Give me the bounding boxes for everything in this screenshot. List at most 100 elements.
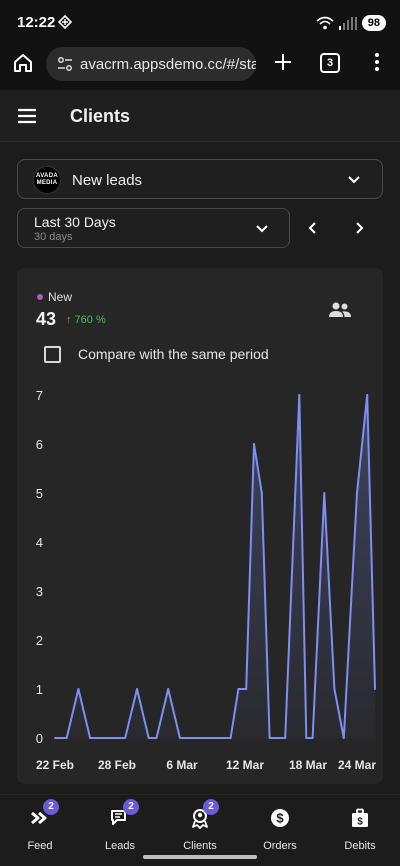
y-tick-label: 1 <box>36 682 43 697</box>
data-point <box>77 688 80 690</box>
new-count: 43 <box>36 309 57 329</box>
bottom-navigation: 2 Feed 2 Leads 2 Clients $ Orders $ Debi <box>0 794 400 866</box>
leads-badge: 2 <box>123 799 139 815</box>
series-line <box>55 394 376 739</box>
data-point <box>54 737 56 739</box>
data-point <box>155 737 158 739</box>
data-point <box>311 737 314 739</box>
chevron-down-icon <box>348 176 360 184</box>
data-point <box>147 737 150 739</box>
next-period-icon[interactable] <box>351 220 367 236</box>
app-header: Clients <box>0 90 400 142</box>
data-point <box>356 492 358 494</box>
nav-item-label: Feed <box>27 840 53 852</box>
source-select-label: New leads <box>72 172 143 189</box>
status-bar: 12:22 98 <box>0 0 400 46</box>
nav-item-leads[interactable]: 2 Leads <box>85 799 155 852</box>
data-point <box>65 737 68 739</box>
series-area <box>55 395 375 738</box>
y-tick-label: 5 <box>36 486 43 501</box>
nav-item-label: Debits <box>344 840 376 852</box>
x-tick-label: 6 Mar <box>166 758 198 772</box>
y-tick-label: 7 <box>36 388 43 403</box>
nav-item-label: Leads <box>105 840 135 852</box>
x-tick-label: 12 Mar <box>226 758 264 772</box>
x-tick-label: 28 Feb <box>98 758 136 772</box>
home-indicator <box>143 855 257 859</box>
data-point <box>229 737 232 739</box>
compare-label: Compare with the same period <box>78 346 269 362</box>
url-text: avacrm.appsdemo.cc/#/sta <box>80 55 256 73</box>
data-point <box>374 688 376 690</box>
clients-icon <box>192 809 208 829</box>
y-tick-label: 6 <box>36 437 43 452</box>
trend-percentage: ↑ 760 % <box>66 314 106 326</box>
debits-icon: $ <box>352 808 368 828</box>
nav-item-label: Orders <box>263 840 297 852</box>
nav-item-label: Clients <box>183 840 217 852</box>
wifi-icon <box>316 16 334 30</box>
app-notification-icon <box>58 15 72 29</box>
new-tab-icon[interactable] <box>272 51 294 73</box>
page-title: Clients <box>70 106 131 126</box>
data-point <box>323 492 326 494</box>
period-select-label: Last 30 Days <box>34 214 116 230</box>
site-settings-icon[interactable] <box>56 55 74 73</box>
data-point <box>167 688 170 690</box>
data-point <box>253 443 255 445</box>
data-point <box>245 688 248 690</box>
nav-item-debits[interactable]: $ Debits <box>325 805 395 852</box>
y-tick-label: 2 <box>36 633 43 648</box>
data-point <box>124 737 127 739</box>
nav-item-feed[interactable]: 2 Feed <box>5 799 75 852</box>
svg-text:$: $ <box>276 811 284 826</box>
x-tick-label: 24 Mar <box>338 758 376 772</box>
more-vert-icon[interactable] <box>366 51 388 73</box>
data-point <box>366 394 369 396</box>
y-tick-label: 4 <box>36 535 43 550</box>
source-select[interactable]: AVADA MEDIA New leads <box>17 159 383 199</box>
period-select-sublabel: 30 days <box>34 231 73 243</box>
people-icon[interactable] <box>328 300 352 320</box>
feed-icon <box>31 811 47 825</box>
svg-text:$: $ <box>357 817 363 828</box>
data-point <box>237 688 240 690</box>
clients-badge: 2 <box>203 799 219 815</box>
feed-badge: 2 <box>43 799 59 815</box>
x-tick-label: 18 Mar <box>289 758 327 772</box>
data-point <box>342 737 345 739</box>
period-select[interactable]: Last 30 Days 30 days <box>17 208 290 248</box>
previous-period-icon[interactable] <box>305 220 321 236</box>
data-point <box>298 394 301 396</box>
address-bar[interactable]: avacrm.appsdemo.cc/#/sta <box>46 47 256 81</box>
data-point <box>284 737 287 739</box>
tab-switcher-button[interactable]: 3 <box>320 53 340 73</box>
battery-indicator: 98 <box>361 15 386 31</box>
y-tick-label: 3 <box>36 584 43 599</box>
data-point <box>260 492 263 494</box>
data-point <box>136 688 138 690</box>
company-logo: AVADA MEDIA <box>33 166 61 194</box>
system-indicators: 98 <box>316 13 386 33</box>
stats-card: New 43 ↑ 760 % Compare with the same per… <box>17 268 383 784</box>
browser-toolbar: avacrm.appsdemo.cc/#/sta 3 <box>0 46 400 90</box>
data-point <box>178 737 181 739</box>
legend-dot <box>37 294 43 300</box>
home-icon[interactable] <box>12 52 34 74</box>
signal-icon <box>338 17 357 30</box>
data-point <box>305 737 308 739</box>
clients-chart: 0 1 2 3 4 5 6 7 22 Feb 28 Feb 6 Mar 12 Mar 18 Mar 24 … <box>36 388 377 772</box>
data-point <box>89 737 92 739</box>
chevron-down-icon <box>256 225 268 233</box>
hamburger-menu-icon[interactable] <box>16 105 38 127</box>
legend-label: New <box>48 290 73 304</box>
nav-item-clients[interactable]: 2 Clients <box>165 799 235 852</box>
y-tick-label: 0 <box>36 731 43 746</box>
data-point <box>268 737 271 739</box>
x-tick-label: 22 Feb <box>36 758 74 772</box>
data-point <box>333 688 336 690</box>
status-time: 12:22 <box>17 14 56 31</box>
nav-item-orders[interactable]: $ Orders <box>245 805 315 852</box>
compare-checkbox[interactable] <box>44 346 61 363</box>
orders-icon: $ <box>271 809 289 827</box>
